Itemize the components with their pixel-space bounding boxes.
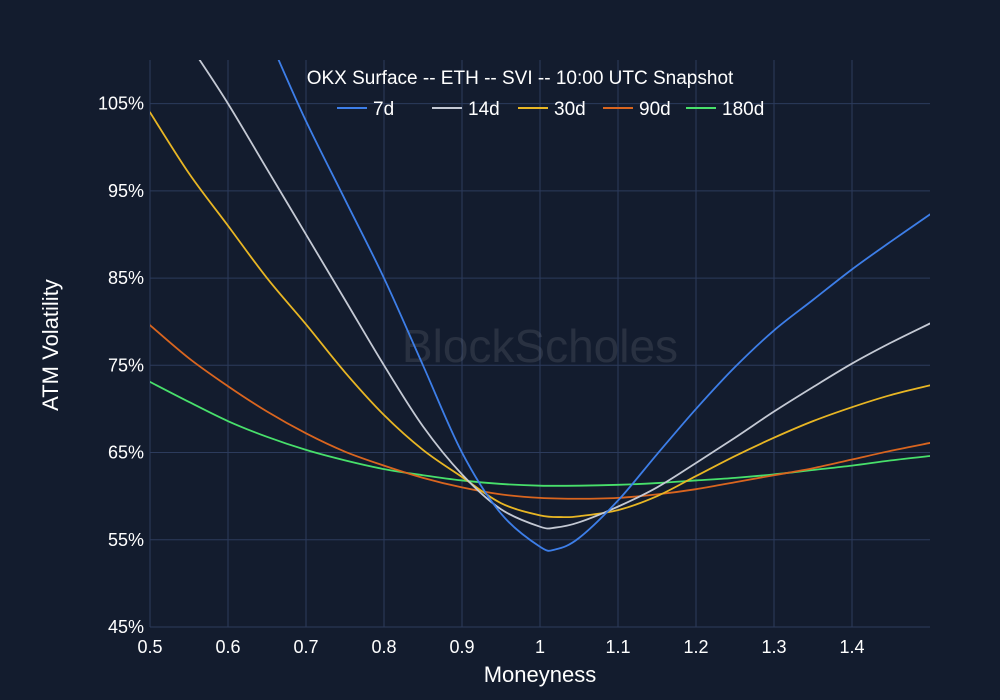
x-tick-label: 1.3 <box>761 637 786 657</box>
series-line-30d <box>150 111 930 519</box>
legend-label: 30d <box>554 99 586 120</box>
grid <box>149 60 930 628</box>
legend-item-30d[interactable]: 30d <box>518 99 586 120</box>
series-line-90d <box>150 324 930 500</box>
y-tick-label: 105% <box>98 94 144 114</box>
y-tick-label: 75% <box>108 355 144 375</box>
y-axis-title: ATM Volatility <box>38 279 63 411</box>
legend-item-180d[interactable]: 180d <box>686 99 764 120</box>
x-tick-label: 0.9 <box>449 637 474 657</box>
x-tick-label: 1.4 <box>839 637 864 657</box>
y-tick-label: 45% <box>108 617 144 637</box>
legend-label: 7d <box>373 99 394 120</box>
x-tick-label: 1.2 <box>683 637 708 657</box>
watermark-logo: BlockScholes <box>402 320 678 372</box>
series-line-7d <box>277 60 930 552</box>
x-tick-label: 0.7 <box>293 637 318 657</box>
y-tick-label: 65% <box>108 443 144 463</box>
axis-ticks: 0.5 0.6 0.7 0.8 0.9 1 1.1 1.2 1.3 1.4 45% 55% 65% 75%… <box>98 94 865 657</box>
legend-item-90d[interactable]: 90d <box>603 99 671 120</box>
y-tick-label: 85% <box>108 268 144 288</box>
legend-item-14d[interactable]: 14d <box>432 99 500 120</box>
x-tick-label: 0.8 <box>371 637 396 657</box>
x-tick-label: 0.6 <box>215 637 240 657</box>
series-line-14d <box>198 60 930 530</box>
chart-title: OKX Surface -- ETH -- SVI -- 10:00 UTC S… <box>307 68 734 89</box>
x-axis-title: Moneyness <box>484 662 597 687</box>
x-tick-label: 0.5 <box>137 637 162 657</box>
legend-label: 14d <box>468 99 500 120</box>
legend-label: 180d <box>722 99 764 120</box>
x-tick-label: 1 <box>535 637 545 657</box>
y-tick-label: 95% <box>108 181 144 201</box>
x-tick-label: 1.1 <box>605 637 630 657</box>
legend-item-7d[interactable]: 7d <box>337 99 394 120</box>
series-group <box>150 60 930 552</box>
y-tick-label: 55% <box>108 530 144 550</box>
legend[interactable]: 7d 14d 30d 90d 180d <box>337 99 764 120</box>
legend-label: 90d <box>639 99 671 120</box>
